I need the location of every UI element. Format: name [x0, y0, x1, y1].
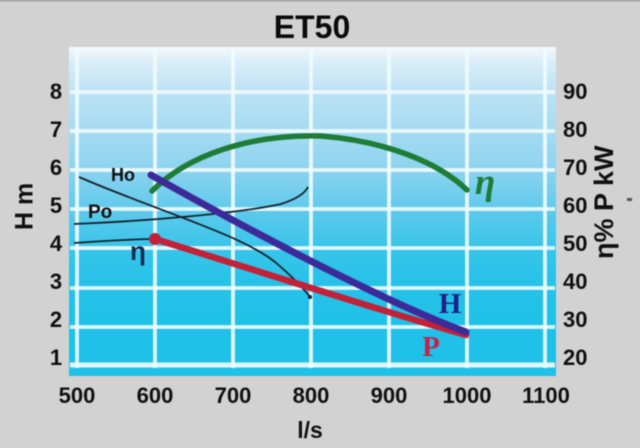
- svg-text:l/s: l/s: [297, 417, 323, 443]
- svg-text:800: 800: [293, 383, 330, 408]
- svg-text:ET50: ET50: [274, 9, 350, 45]
- svg-text:600: 600: [137, 383, 174, 408]
- svg-text:7: 7: [50, 117, 62, 142]
- svg-text:70: 70: [563, 155, 587, 180]
- svg-text:3: 3: [50, 269, 62, 294]
- svg-text:H m: H m: [11, 183, 39, 230]
- svg-text:2: 2: [50, 307, 62, 332]
- svg-text:Po: Po: [88, 202, 112, 223]
- svg-text:η: η: [475, 162, 495, 203]
- svg-text:P: P: [422, 331, 440, 363]
- svg-text:1: 1: [50, 345, 62, 370]
- svg-text:30: 30: [563, 307, 587, 332]
- svg-text:40: 40: [563, 269, 587, 294]
- svg-text:H: H: [439, 288, 462, 320]
- svg-text:1000: 1000: [443, 383, 492, 408]
- svg-text:700: 700: [215, 383, 252, 408]
- svg-text:η% P kW: η% P kW: [589, 145, 619, 259]
- svg-text:4: 4: [50, 231, 63, 256]
- svg-text:500: 500: [59, 383, 96, 408]
- svg-text:6: 6: [50, 155, 62, 180]
- svg-text:8: 8: [50, 79, 62, 104]
- svg-text:5: 5: [50, 193, 62, 218]
- svg-text:90: 90: [563, 79, 587, 104]
- svg-text:80: 80: [563, 117, 587, 142]
- svg-text:Ho: Ho: [111, 165, 135, 185]
- svg-text:20: 20: [563, 345, 587, 370]
- svg-text:900: 900: [371, 383, 408, 408]
- svg-text:50: 50: [563, 231, 587, 256]
- svg-text:60: 60: [563, 193, 587, 218]
- svg-text:1100: 1100: [522, 383, 570, 408]
- svg-text:η: η: [130, 236, 146, 266]
